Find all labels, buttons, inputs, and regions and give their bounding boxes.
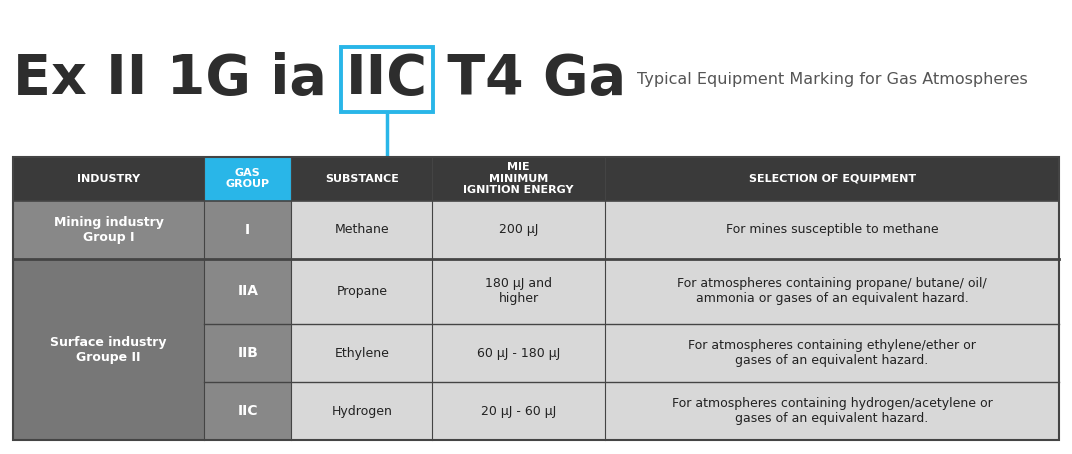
- Text: For atmospheres containing propane/ butane/ oil/
ammonia or gases of an equivale: For atmospheres containing propane/ buta…: [678, 277, 987, 306]
- Text: Typical Equipment Marking for Gas Atmospheres: Typical Equipment Marking for Gas Atmosp…: [637, 72, 1028, 87]
- Bar: [605, 382, 1059, 440]
- Text: GAS
GROUP: GAS GROUP: [226, 168, 270, 189]
- Bar: [292, 324, 432, 382]
- Bar: [292, 201, 432, 259]
- Bar: [341, 47, 433, 112]
- Text: 60 μJ - 180 μJ: 60 μJ - 180 μJ: [477, 347, 561, 360]
- Text: 200 μJ: 200 μJ: [500, 223, 538, 236]
- Bar: [292, 259, 432, 324]
- Bar: [13, 157, 205, 201]
- Text: IIA: IIA: [237, 285, 258, 298]
- Bar: [605, 324, 1059, 382]
- Bar: [432, 157, 605, 201]
- Text: Hydrogen: Hydrogen: [331, 405, 392, 418]
- Text: 20 μJ - 60 μJ: 20 μJ - 60 μJ: [481, 405, 556, 418]
- Text: T4 Ga: T4 Ga: [428, 53, 626, 106]
- Text: Methane: Methane: [334, 223, 389, 236]
- Text: 180 μJ and
higher: 180 μJ and higher: [486, 277, 552, 306]
- Text: Mining industry
Group I: Mining industry Group I: [54, 216, 164, 244]
- Text: For atmospheres containing hydrogen/acetylene or
gases of an equivalent hazard.: For atmospheres containing hydrogen/acet…: [672, 397, 993, 425]
- Text: For mines susceptible to methane: For mines susceptible to methane: [726, 223, 938, 236]
- Bar: [432, 201, 605, 259]
- Text: INDUSTRY: INDUSTRY: [77, 173, 140, 183]
- Bar: [205, 382, 292, 440]
- Text: IIC: IIC: [238, 405, 258, 418]
- Bar: [605, 157, 1059, 201]
- Bar: [205, 259, 292, 324]
- Bar: [292, 382, 432, 440]
- Text: SELECTION OF EQUIPMENT: SELECTION OF EQUIPMENT: [748, 173, 915, 183]
- Bar: [605, 259, 1059, 324]
- Text: Ex II 1G ia: Ex II 1G ia: [13, 53, 346, 106]
- Bar: [432, 382, 605, 440]
- Text: Propane: Propane: [337, 285, 387, 298]
- Text: IIC: IIC: [346, 53, 428, 106]
- Bar: [13, 157, 1059, 440]
- Text: MIE
MINIMUM
IGNITION ENERGY: MIE MINIMUM IGNITION ENERGY: [463, 162, 574, 195]
- Bar: [205, 157, 292, 201]
- Bar: [13, 259, 205, 440]
- Bar: [432, 324, 605, 382]
- Bar: [13, 201, 205, 259]
- Text: For atmospheres containing ethylene/ether or
gases of an equivalent hazard.: For atmospheres containing ethylene/ethe…: [688, 339, 976, 367]
- Bar: [605, 201, 1059, 259]
- Text: IIB: IIB: [237, 346, 258, 360]
- Bar: [205, 201, 292, 259]
- Bar: [205, 324, 292, 382]
- Text: I: I: [245, 222, 251, 237]
- Text: SUBSTANCE: SUBSTANCE: [325, 173, 399, 183]
- Text: Ethylene: Ethylene: [334, 347, 389, 360]
- Bar: [292, 157, 432, 201]
- Bar: [432, 259, 605, 324]
- Text: Surface industry
Groupe II: Surface industry Groupe II: [50, 336, 167, 364]
